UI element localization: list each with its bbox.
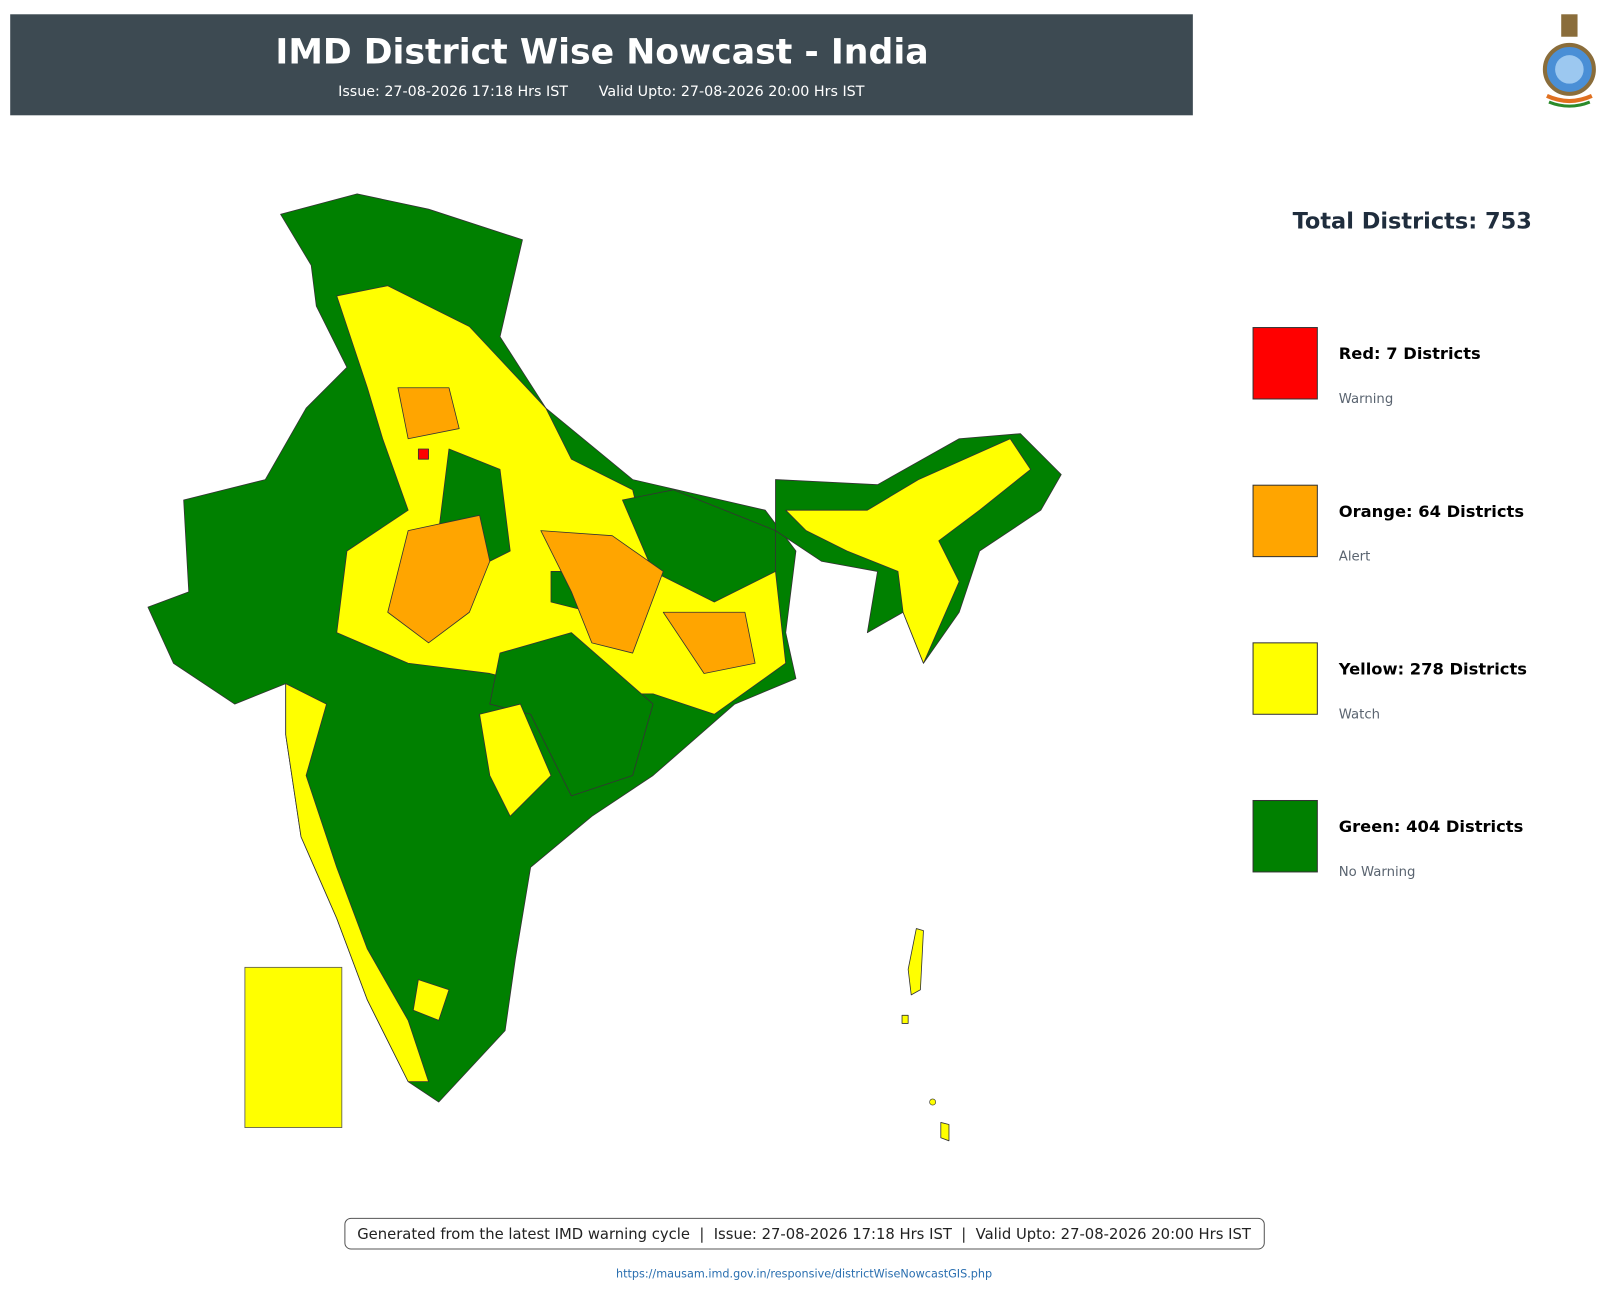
legend-swatch — [1252, 327, 1318, 400]
footer-note: Generated from the latest IMD warning cy… — [357, 1226, 1252, 1243]
india-map — [147, 193, 1062, 1142]
legend-label: Orange: 64 Districts — [1339, 502, 1524, 521]
legend-label: Green: 404 Districts — [1339, 817, 1524, 836]
legend-swatch — [1252, 799, 1318, 873]
legend-swatch — [1252, 484, 1318, 558]
legend-description: Warning — [1339, 392, 1393, 407]
legend-label: Red: 7 Districts — [1339, 344, 1481, 363]
legend-description: Alert — [1339, 550, 1371, 565]
issue-time: Issue: 27-08-2026 17:18 Hrs IST — [338, 84, 568, 100]
valid-time: Valid Upto: 27-08-2026 20:00 Hrs IST — [599, 84, 865, 100]
legend-label: Yellow: 278 Districts — [1338, 659, 1527, 678]
legend-swatch — [1252, 642, 1318, 715]
header-bar — [10, 14, 1193, 116]
imd-logo — [1542, 14, 1596, 108]
legend: Red: 7 Districts Warning Orange: 64 Distri… — [1252, 327, 1527, 880]
legend-description: No Warning — [1339, 865, 1416, 880]
source-url[interactable]: https://mausam.imd.gov.in/responsive/dis… — [616, 1268, 992, 1281]
total-districts: Total Districts: 753 — [1293, 209, 1532, 235]
header-title: IMD District Wise Nowcast - India — [275, 32, 928, 72]
legend-description: Watch — [1339, 707, 1380, 722]
footer-box — [344, 1217, 1265, 1250]
